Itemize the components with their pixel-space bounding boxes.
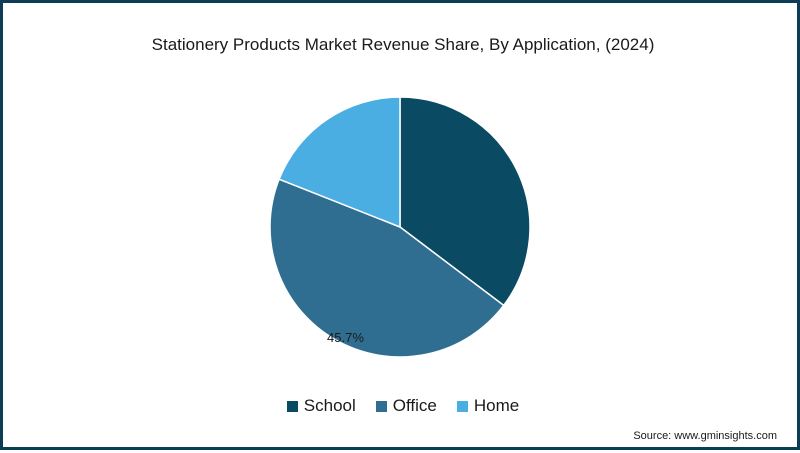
legend-swatch-home — [456, 400, 468, 412]
legend-label-home: Home — [473, 396, 520, 415]
legend-swatch-school — [286, 400, 298, 412]
chart-title: Stationery Products Market Revenue Share… — [151, 35, 655, 54]
legend-item-home: Home — [456, 396, 520, 416]
legend-item-school: School — [286, 396, 356, 416]
data-label-office: 45.7% — [327, 330, 364, 345]
legend-label-school: School — [303, 396, 356, 415]
chart-legend: School Office Home — [3, 396, 800, 416]
pie-chart: 45.7% — [269, 96, 531, 358]
pie-slice-home — [278, 96, 401, 229]
pie-slice-office — [269, 178, 505, 358]
source-note: Source: www.gminsights.com — [633, 430, 777, 442]
pie-slice-school — [399, 96, 531, 307]
legend-swatch-office — [375, 400, 387, 412]
legend-item-office: Office — [375, 396, 437, 416]
legend-label-office: Office — [392, 396, 437, 415]
